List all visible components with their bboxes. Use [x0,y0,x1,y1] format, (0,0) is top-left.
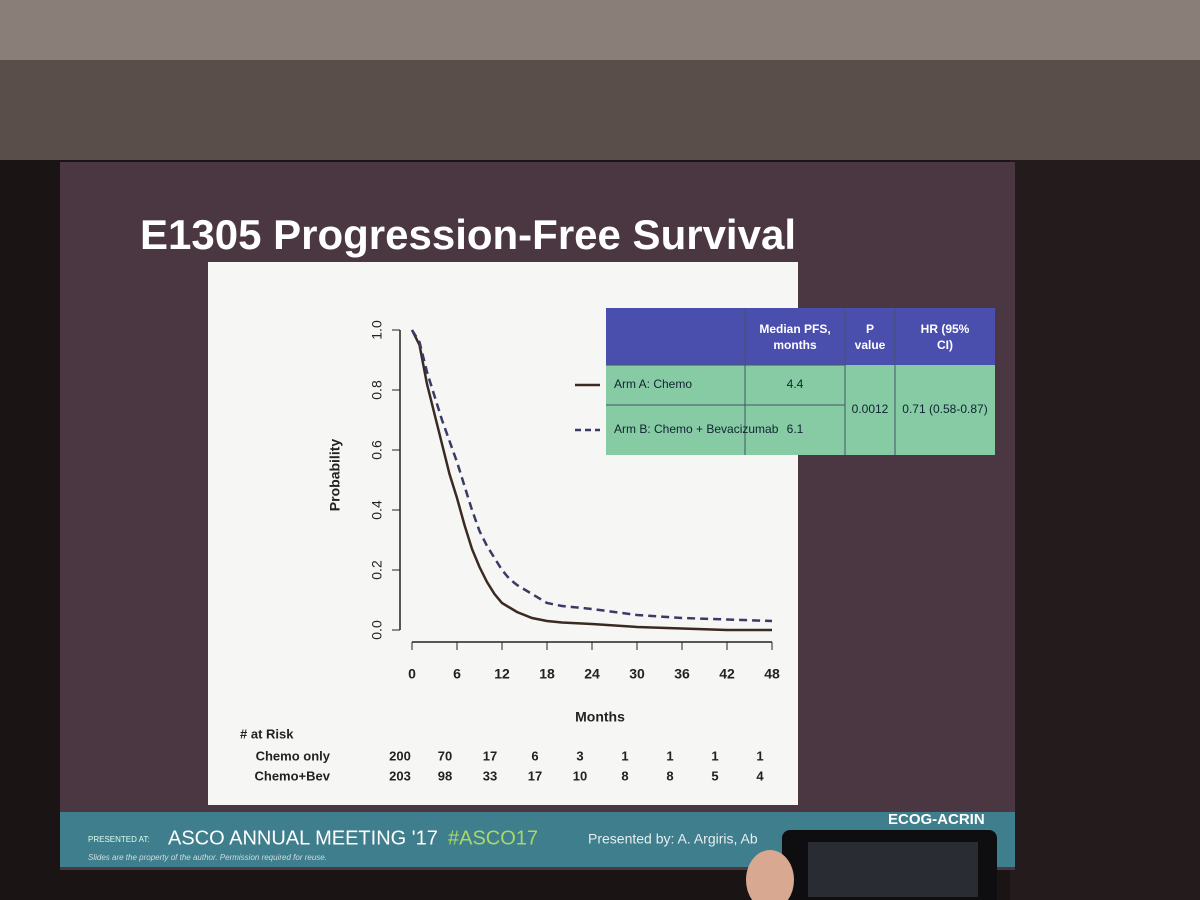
at-risk-count: 1 [666,748,673,763]
curtain [1010,160,1200,900]
disclaimer: Slides are the property of the author. P… [88,853,327,862]
x-tick-label: 24 [584,666,600,682]
y-axis-label: Probability [327,439,343,512]
table-median: 6.1 [787,422,804,436]
table-header-line: Median PFS, [759,322,830,336]
logo: ECOG-ACRIN [888,811,985,828]
presented-at: PRESENTED AT: [88,835,150,844]
x-tick-label: 36 [674,666,690,682]
at-risk-count: 4 [756,768,764,783]
hashtag: #ASCO17 [448,827,538,849]
presenter: Presented by: A. Argiris, Ab [588,831,758,847]
y-tick-label: 0.0 [369,620,385,640]
slide-title: E1305 Progression-Free Survival [140,211,796,258]
at-risk-name: Chemo+Bev [255,768,331,783]
x-tick-label: 12 [494,666,510,682]
at-risk-count: 5 [711,768,718,783]
x-tick-label: 48 [764,666,780,682]
table-header-line: P [866,322,874,336]
x-tick-label: 6 [453,666,461,682]
table-header-line: HR (95% [921,322,970,336]
y-tick-label: 0.8 [369,380,385,400]
at-risk-count: 10 [573,768,587,783]
table-header: Median PFS, months [759,322,830,352]
at-risk-count: 6 [531,748,538,763]
table-hr: 0.71 (0.58-0.87) [902,402,987,416]
table-arm: Arm B: Chemo + Bevacizumab [614,422,779,436]
ceiling-light [0,0,1200,60]
table-header-line: value [855,338,886,352]
table-body-bg [606,365,995,455]
at-risk-count: 8 [666,768,673,783]
at-risk-count: 17 [483,748,497,763]
at-risk-count: 200 [389,748,411,763]
table-median: 4.4 [787,377,804,391]
at-risk-count: 33 [483,768,497,783]
table-header-line: CI) [937,338,953,352]
x-tick-label: 42 [719,666,735,682]
at-risk-title: # at Risk [240,726,294,741]
at-risk-count: 1 [621,748,628,763]
table-header-line: months [773,338,817,352]
y-tick-label: 0.2 [369,560,385,580]
x-axis-label: Months [575,709,625,725]
y-tick-label: 0.4 [369,500,385,520]
table-header-bg [606,308,995,365]
x-tick-label: 30 [629,666,645,682]
tablet-screen [808,842,978,897]
at-risk-count: 3 [576,748,583,763]
at-risk-count: 8 [621,768,628,783]
at-risk-count: 17 [528,768,542,783]
at-risk-count: 70 [438,748,452,763]
at-risk-count: 1 [756,748,763,763]
at-risk-count: 98 [438,768,452,783]
table-p-value: 0.0012 [852,402,889,416]
x-tick-label: 0 [408,666,416,682]
table-header: HR (95% CI) [921,322,970,352]
y-tick-label: 1.0 [369,320,385,340]
table-arm: Arm A: Chemo [614,377,692,391]
survival-line [410,329,772,632]
at-risk-count: 1 [711,748,718,763]
at-risk-count: 203 [389,768,411,783]
x-tick-label: 18 [539,666,555,682]
at-risk-name: Chemo only [256,748,331,763]
meeting: ASCO ANNUAL MEETING '17 [168,827,438,849]
y-tick-label: 0.6 [369,440,385,460]
hand [746,850,794,900]
